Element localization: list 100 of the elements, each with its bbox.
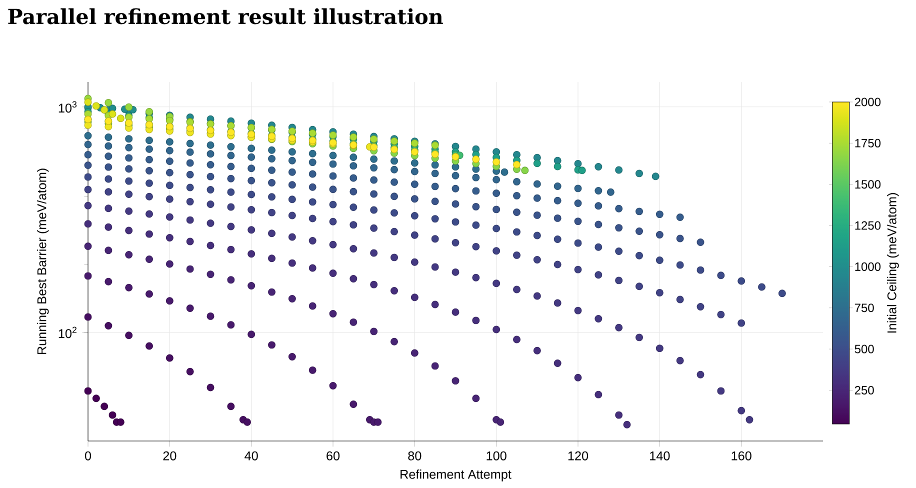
point — [615, 204, 623, 212]
color-bar-label: 500 — [854, 344, 874, 354]
point — [717, 310, 725, 318]
point — [186, 184, 194, 192]
point — [104, 98, 112, 106]
point — [268, 179, 276, 186]
point — [125, 226, 133, 234]
point — [472, 202, 480, 210]
point — [186, 140, 194, 148]
point — [738, 277, 746, 285]
point — [329, 152, 337, 160]
point — [410, 159, 418, 167]
point — [146, 256, 153, 264]
point — [554, 235, 562, 243]
point — [431, 182, 439, 190]
point — [431, 198, 439, 206]
point — [554, 260, 562, 268]
point — [452, 153, 460, 161]
point — [574, 374, 582, 382]
point — [125, 165, 133, 173]
point — [248, 153, 256, 161]
point — [615, 224, 623, 232]
point — [248, 250, 256, 258]
point — [84, 150, 92, 158]
point — [146, 136, 153, 144]
point — [166, 168, 174, 176]
point — [206, 150, 214, 158]
point — [248, 282, 256, 290]
point — [574, 200, 582, 207]
point — [116, 114, 124, 122]
point — [500, 168, 508, 176]
point — [329, 200, 337, 208]
point — [84, 140, 92, 148]
point — [288, 233, 296, 241]
point — [206, 312, 214, 320]
point — [496, 418, 504, 426]
point — [329, 382, 337, 390]
point — [84, 132, 92, 140]
point — [227, 402, 235, 410]
point — [206, 161, 214, 168]
point — [84, 220, 92, 228]
color-bar-label: 250 — [854, 386, 874, 394]
point — [492, 190, 500, 198]
point — [288, 181, 296, 189]
point — [206, 172, 214, 180]
point — [104, 246, 112, 254]
point — [268, 288, 276, 296]
point — [374, 418, 382, 426]
point — [206, 384, 214, 392]
point — [452, 200, 460, 208]
point — [268, 208, 276, 216]
point — [288, 168, 296, 176]
point — [452, 308, 460, 316]
point — [206, 242, 214, 250]
point — [554, 214, 562, 222]
point — [656, 256, 664, 264]
point — [452, 184, 460, 192]
point — [350, 274, 358, 282]
point — [615, 276, 623, 284]
x-tick-label: 140 — [650, 451, 670, 460]
point — [308, 158, 316, 166]
point — [410, 180, 418, 188]
point — [125, 332, 133, 340]
point — [554, 299, 562, 307]
point — [492, 176, 500, 184]
point — [350, 221, 358, 229]
point — [636, 334, 643, 342]
point — [125, 135, 133, 143]
point — [574, 160, 582, 168]
point — [492, 247, 500, 255]
point — [656, 231, 664, 239]
point — [166, 354, 174, 362]
point — [574, 239, 582, 247]
point — [268, 193, 276, 201]
y-tick-label: 10$^{2}$ — [58, 326, 76, 338]
point — [186, 148, 194, 156]
point — [594, 220, 602, 228]
point — [146, 179, 153, 187]
point — [125, 190, 133, 198]
point — [594, 186, 602, 194]
x-tick-label: 0 — [84, 451, 92, 460]
color-bar-title: Initial Ceiling (meV/atom) — [887, 193, 899, 333]
point — [116, 418, 124, 426]
point — [370, 164, 378, 172]
point — [390, 228, 398, 236]
point — [410, 168, 418, 176]
point — [452, 238, 460, 246]
point — [472, 394, 480, 402]
point — [186, 198, 194, 206]
point — [370, 249, 378, 257]
point — [104, 163, 112, 171]
point — [268, 341, 276, 349]
point — [594, 271, 602, 279]
point — [166, 146, 174, 154]
point — [574, 218, 582, 226]
point — [594, 314, 602, 322]
point — [350, 162, 358, 170]
point — [676, 234, 684, 242]
point — [778, 290, 786, 298]
point — [186, 304, 194, 312]
